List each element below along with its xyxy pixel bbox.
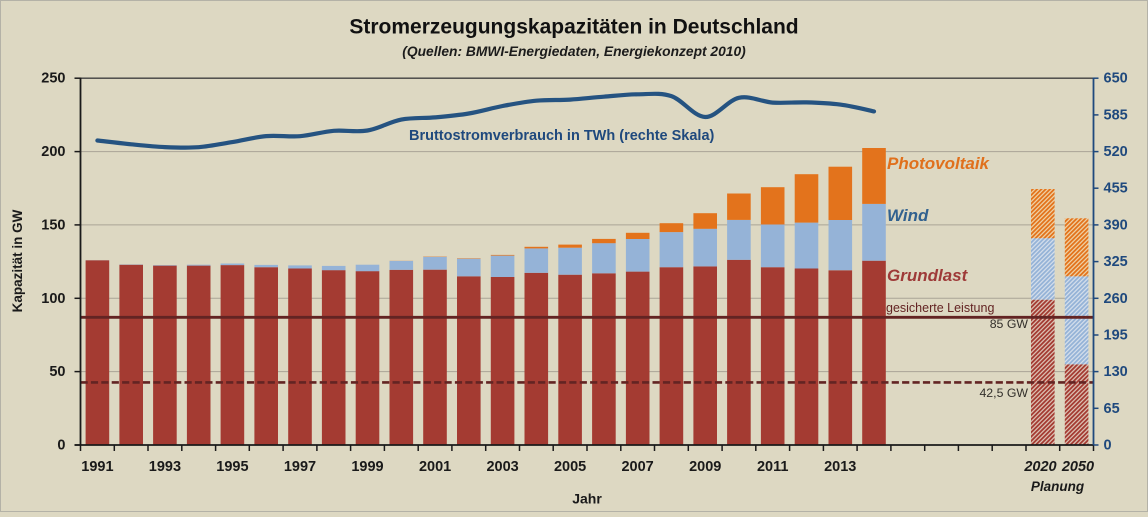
svg-text:1991: 1991 (81, 459, 113, 475)
svg-text:390: 390 (1104, 217, 1128, 233)
svg-text:2001: 2001 (419, 459, 451, 475)
svg-text:150: 150 (41, 217, 65, 233)
svg-text:Photovoltaik: Photovoltaik (887, 154, 991, 173)
svg-text:Stromerzeugungskapazitäten in: Stromerzeugungskapazitäten in Deutschlan… (349, 16, 798, 39)
svg-text:Planung: Planung (1031, 479, 1085, 494)
svg-text:2013: 2013 (824, 459, 856, 475)
svg-text:260: 260 (1104, 291, 1128, 307)
svg-text:195: 195 (1104, 328, 1128, 344)
svg-text:Bruttostromverbrauch in TWh (r: Bruttostromverbrauch in TWh (rechte Skal… (409, 128, 715, 144)
svg-text:325: 325 (1104, 254, 1128, 270)
svg-text:(Quellen: BMWI-Energiedaten, E: (Quellen: BMWI-Energiedaten, Energiekonz… (402, 44, 746, 59)
svg-text:2011: 2011 (757, 459, 788, 475)
svg-text:Grundlast: Grundlast (887, 266, 969, 285)
svg-text:2020: 2020 (1023, 459, 1056, 475)
svg-text:50: 50 (49, 364, 65, 380)
svg-text:520: 520 (1104, 144, 1128, 160)
svg-text:0: 0 (57, 438, 65, 454)
svg-text:1997: 1997 (284, 459, 316, 475)
svg-text:650: 650 (1104, 71, 1128, 87)
svg-text:2009: 2009 (689, 459, 721, 475)
svg-text:2007: 2007 (621, 459, 653, 475)
svg-text:585: 585 (1104, 107, 1128, 123)
svg-text:250: 250 (41, 71, 65, 87)
svg-text:85 GW: 85 GW (990, 317, 1029, 331)
svg-text:1999: 1999 (351, 459, 383, 475)
svg-text:2005: 2005 (554, 459, 586, 475)
svg-text:Kapazität in GW: Kapazität in GW (10, 209, 25, 312)
svg-text:1995: 1995 (216, 459, 248, 475)
svg-text:455: 455 (1104, 181, 1128, 197)
svg-text:gesicherte Leistung: gesicherte Leistung (886, 301, 994, 315)
svg-text:2003: 2003 (486, 459, 518, 475)
svg-text:100: 100 (41, 291, 65, 307)
svg-text:Jahr: Jahr (572, 491, 602, 507)
svg-text:65: 65 (1104, 401, 1120, 417)
svg-text:2050: 2050 (1061, 459, 1094, 475)
svg-text:130: 130 (1104, 364, 1128, 380)
svg-text:Wind: Wind (887, 206, 929, 225)
svg-text:200: 200 (41, 144, 65, 160)
svg-text:0: 0 (1104, 438, 1112, 454)
svg-text:1993: 1993 (149, 459, 181, 475)
svg-text:42,5 GW: 42,5 GW (979, 386, 1028, 400)
